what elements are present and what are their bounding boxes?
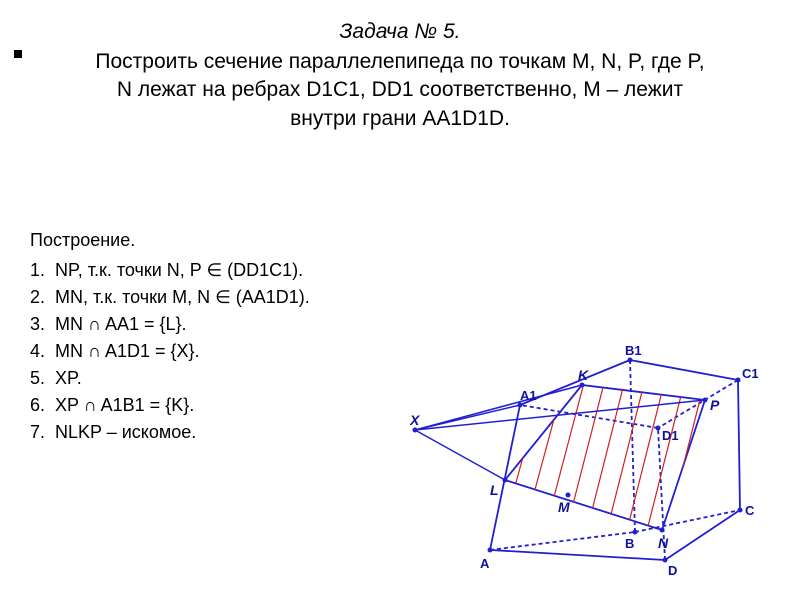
label-A: A (480, 556, 490, 571)
step-item: 6. XP ∩ A1B1 = {K}. (30, 392, 310, 419)
label-D: D (668, 563, 677, 578)
problem-line1: Построить сечение параллелепипеда по точ… (95, 50, 704, 73)
label-B1: B1 (625, 343, 642, 358)
problem-statement: Построить сечение параллелепипеда по точ… (40, 48, 760, 133)
construction-title: Построение. (30, 230, 310, 251)
construction-block: Построение. 1. NP, т.к. точки N, P ∈ (DD… (30, 230, 310, 446)
step-item: 1. NP, т.к. точки N, P ∈ (DD1C1). (30, 257, 310, 284)
step-text: MN, т.к. точки M, N ∈ (AA1D1). (55, 287, 310, 307)
label-M: M (558, 499, 570, 515)
step-text: NLKP – искомое. (55, 422, 196, 442)
label-X: X (410, 412, 421, 428)
problem-line2: N лежат на ребрах D1C1, DD1 соответствен… (117, 78, 683, 101)
label-B: B (625, 536, 634, 551)
label-P: P (710, 397, 720, 413)
geometry-diagram: A B C D A1 B1 C1 D1 M N P K L X (410, 300, 780, 580)
problem-line3: внутри грани AA1D1D. (290, 107, 510, 130)
step-item: 5. XP. (30, 365, 310, 392)
slide-bullet (14, 50, 22, 58)
step-text: MN ∩ A1D1 = {X}. (55, 341, 200, 361)
label-A1: A1 (520, 388, 537, 403)
step-item: 2. MN, т.к. точки M, N ∈ (AA1D1). (30, 284, 310, 311)
step-text: MN ∩ AA1 = {L}. (55, 314, 187, 334)
label-K: K (578, 367, 589, 383)
step-item: 7. NLKP – искомое. (30, 419, 310, 446)
label-C1: C1 (742, 366, 759, 381)
label-L: L (490, 482, 499, 498)
problem-title: Задача № 5. (40, 20, 760, 44)
construction-steps: 1. NP, т.к. точки N, P ∈ (DD1C1). 2. MN,… (30, 257, 310, 446)
label-N: N (658, 535, 669, 551)
label-D1: D1 (662, 428, 679, 443)
problem-header: Задача № 5. Построить сечение параллелеп… (0, 0, 800, 143)
step-item: 4. MN ∩ A1D1 = {X}. (30, 338, 310, 365)
step-text: XP ∩ A1B1 = {K}. (55, 395, 194, 415)
label-C: C (745, 503, 755, 518)
step-text: NP, т.к. точки N, P ∈ (DD1C1). (55, 260, 303, 280)
step-item: 3. MN ∩ AA1 = {L}. (30, 311, 310, 338)
step-text: XP. (55, 368, 82, 388)
